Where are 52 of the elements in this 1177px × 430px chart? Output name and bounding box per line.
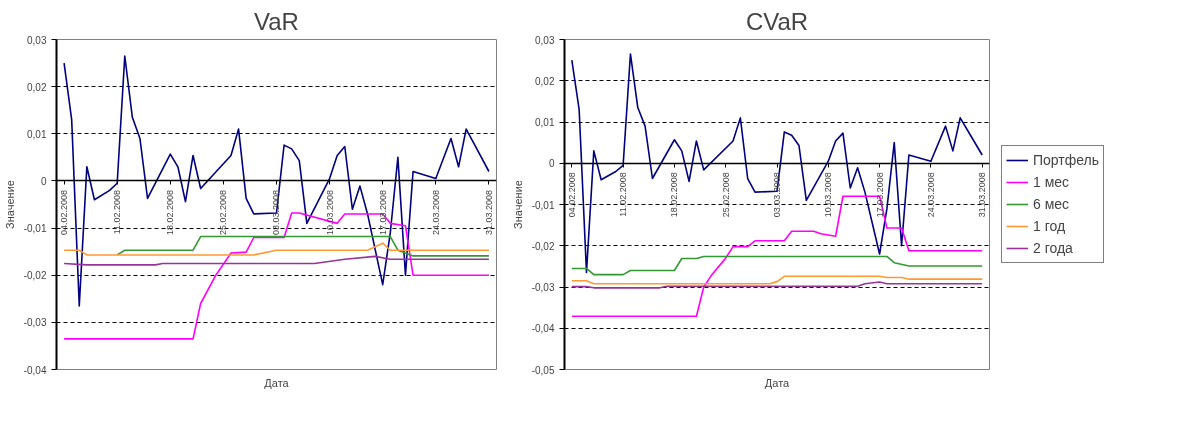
legend-label: 1 мес [1033,174,1070,190]
y-tick-label: -0,02 [531,240,555,252]
x-tick-label: 03.03.2008 [772,172,782,218]
y-tick-label: -0,03 [531,282,555,293]
y-axis-title: Значение [3,180,16,229]
x-tick-label: 25.02.2008 [720,172,731,218]
x-tick-label: 18.02.2008 [669,172,680,218]
x-tick-label: 25.02.2008 [218,189,229,235]
x-tick-label: 04.02.2008 [566,172,577,218]
x-axis-title: Дата [264,376,290,389]
y-tick-label: -0,03 [23,317,47,329]
x-tick-label: 10.03.2008 [823,172,834,218]
line-series [571,255,983,276]
x-tick-label: 24.03.2008 [430,189,441,235]
chart-title: CVaR [745,7,809,35]
y-tick-label: -0,04 [23,364,47,376]
y-tick-label: 0,02 [535,75,555,87]
x-tick-label: 04.02.2008 [59,189,70,235]
line-series [571,275,983,285]
y-tick-label: -0,01 [531,199,555,211]
legend-label: 2 года [1033,240,1073,256]
x-tick-label: 17.03.2008 [874,172,885,218]
x-tick-label: 31.03.2008 [977,172,988,218]
chart-title: VaR [254,7,299,35]
x-axis-title: Дата [764,376,791,389]
y-tick-label: -0,05 [531,364,555,376]
line-series [571,53,983,274]
x-tick-label: 11.02.2008 [618,172,629,217]
x-tick-label: 24.03.2008 [925,172,936,218]
legend-label: 6 мес [1033,196,1070,212]
y-tick-label: 0 [548,158,555,170]
x-tick-label: 10.03.2008 [324,189,335,235]
line-series [63,255,490,266]
x-tick-label: 17.03.2008 [377,189,388,235]
y-tick-label: 0,01 [535,117,555,128]
y-tick-label: -0,01 [23,223,47,235]
y-tick-label: 0,02 [27,81,47,93]
line-series [116,235,490,257]
y-tick-label: 0,01 [27,128,47,140]
y-tick-label: -0,02 [23,270,47,282]
legend-label: 1 год [1033,218,1066,234]
y-tick-label: 0 [40,175,47,187]
x-tick-label: 03.03.2008 [271,189,282,235]
x-tick-label: 11.02.2008 [112,189,123,235]
x-tick-label: 18.02.2008 [165,189,176,235]
line-series [63,55,490,307]
y-tick-label: 0,03 [535,34,555,46]
y-tick-label: -0,04 [531,323,555,335]
legend-label: Портфель [1033,152,1100,168]
y-tick-label: 0,03 [27,34,47,46]
x-tick-label: 31.03.2008 [483,189,494,235]
y-axis-title: Значение [511,180,524,229]
